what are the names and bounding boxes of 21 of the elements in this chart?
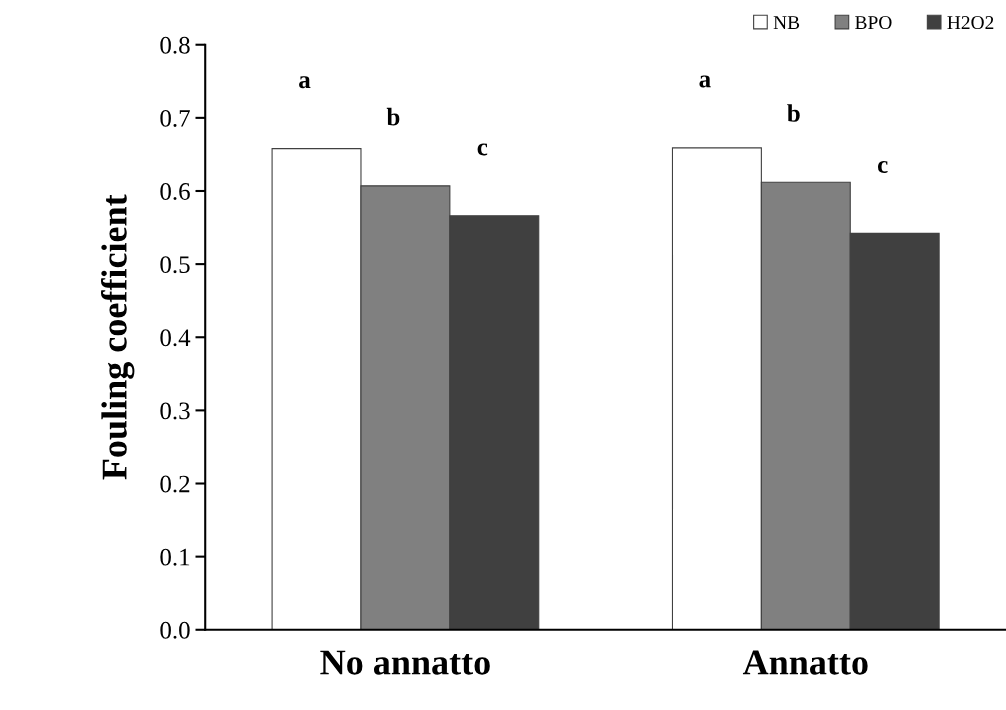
annotation: c [877,160,888,173]
annotation: a [299,76,311,89]
legend-label: H2O2 [947,16,994,30]
y-axis-title: Fouling coefficient [100,194,135,480]
x-tick-label: Annatto [742,650,868,675]
annotation: b [787,104,800,122]
y-tick-label: 0.4 [160,329,191,347]
y-tick-label: 0.3 [160,402,190,420]
y-tick-label: 0.6 [160,183,190,201]
y-tick-label: 0.7 [160,109,190,127]
annotation: c [477,143,488,156]
y-tick-label: 0.1 [160,548,190,566]
y-tick-label: 0.8 [160,36,190,54]
x-tick-label: No annatto [320,650,490,675]
legend-label: BPO [855,16,892,30]
annotation: b [386,107,400,126]
legend-label: NB [773,16,800,29]
y-tick-label: 0.0 [160,621,190,639]
annotation: a [699,75,711,88]
y-tick-label: 0.5 [160,256,190,274]
y-tick-label: 0.2 [160,475,190,493]
